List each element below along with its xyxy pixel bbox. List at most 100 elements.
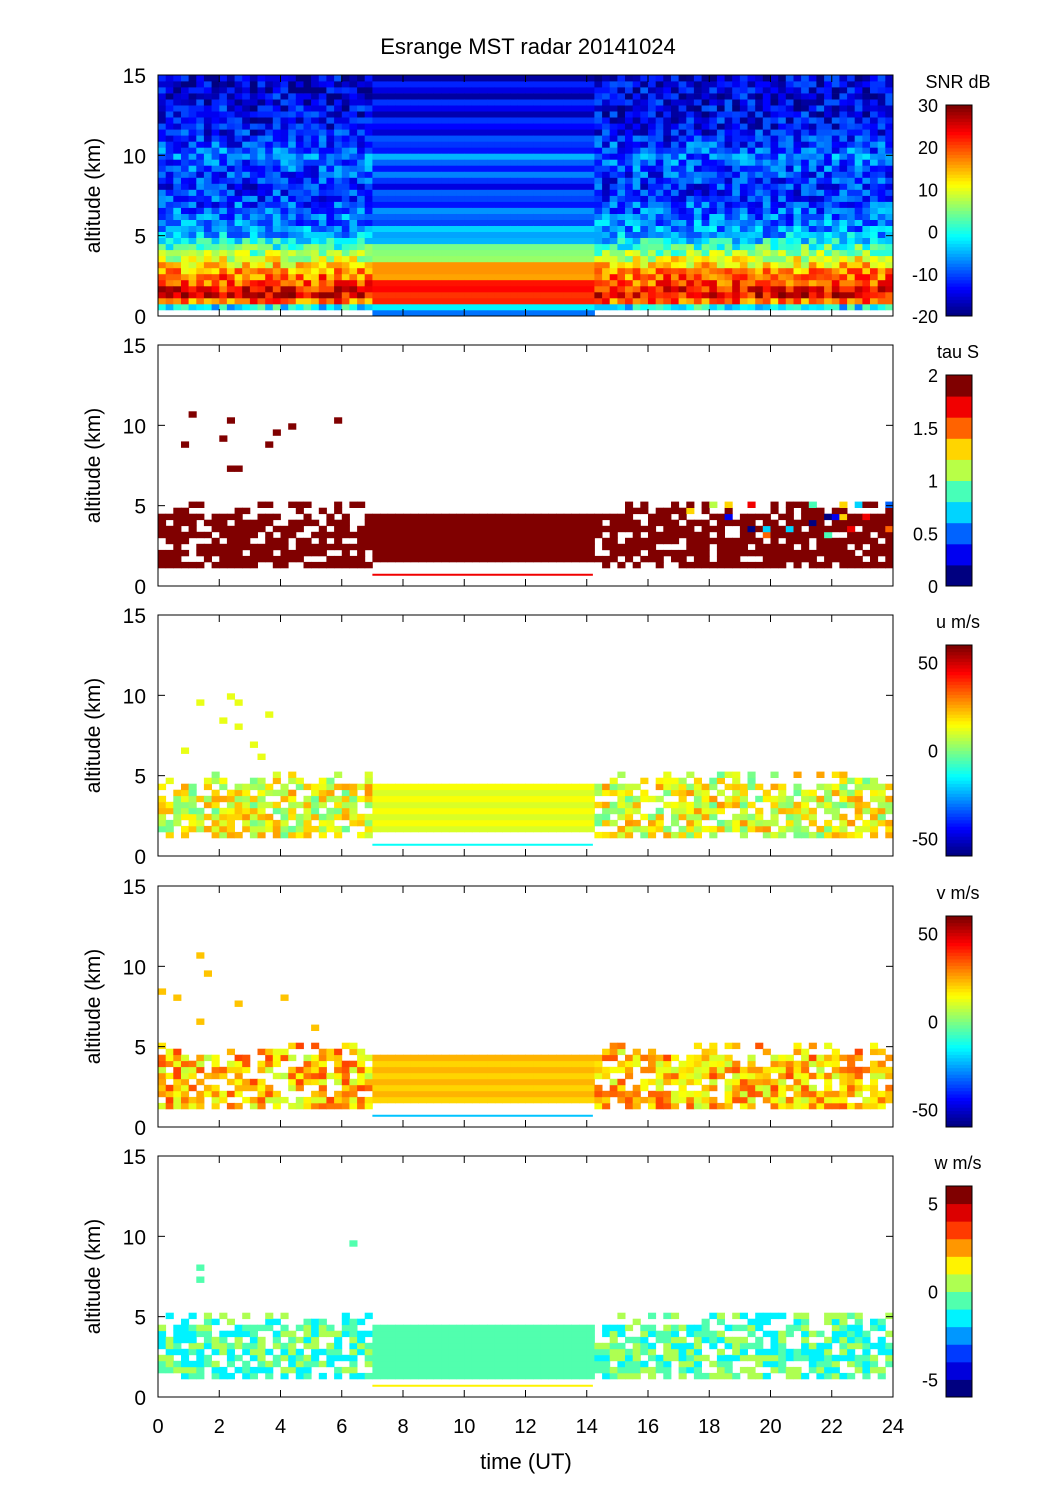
heatmap-cell bbox=[487, 171, 495, 177]
heatmap-cell bbox=[365, 214, 373, 220]
heatmap-cell bbox=[801, 544, 809, 550]
heatmap-cell bbox=[418, 208, 426, 214]
heatmap-cell bbox=[855, 147, 863, 153]
heatmap-cell bbox=[656, 532, 664, 538]
heatmap-cell bbox=[235, 214, 243, 220]
heatmap-cell bbox=[166, 220, 174, 226]
heatmap-cell bbox=[181, 814, 189, 820]
heatmap-cell bbox=[885, 526, 893, 532]
heatmap-cell bbox=[794, 520, 802, 526]
heatmap-cell bbox=[158, 177, 166, 183]
heatmap-cell bbox=[625, 123, 633, 129]
heatmap-cell bbox=[571, 298, 579, 304]
heatmap-cell bbox=[587, 550, 595, 556]
heatmap-cell bbox=[158, 562, 166, 568]
heatmap-cell bbox=[594, 183, 602, 189]
heatmap-cell bbox=[679, 526, 687, 532]
heatmap-cell bbox=[204, 256, 212, 262]
heatmap-cell bbox=[832, 556, 840, 562]
heatmap-cell bbox=[219, 826, 227, 832]
heatmap-cell bbox=[411, 538, 419, 544]
heatmap-cell bbox=[472, 514, 480, 520]
heatmap-cell bbox=[786, 244, 794, 250]
heatmap-cell bbox=[219, 526, 227, 532]
heatmap-cell bbox=[487, 556, 495, 562]
heatmap-cell bbox=[181, 190, 189, 196]
heatmap-cell bbox=[334, 214, 342, 220]
heatmap-cell bbox=[411, 177, 419, 183]
heatmap-cell bbox=[633, 544, 641, 550]
heatmap-cell bbox=[227, 556, 235, 562]
heatmap-cell bbox=[839, 292, 847, 298]
heatmap-cell bbox=[878, 280, 886, 286]
heatmap-cell bbox=[480, 177, 488, 183]
heatmap-cell bbox=[388, 268, 396, 274]
heatmap-cell bbox=[342, 202, 350, 208]
heatmap-cell bbox=[755, 286, 763, 292]
heatmap-cell bbox=[679, 141, 687, 147]
heatmap-cell bbox=[725, 153, 733, 159]
heatmap-cell bbox=[801, 538, 809, 544]
heatmap-cell bbox=[441, 147, 449, 153]
heatmap-cell bbox=[671, 165, 679, 171]
heatmap-cell bbox=[556, 232, 564, 238]
heatmap-cell bbox=[832, 286, 840, 292]
heatmap-cell bbox=[342, 99, 350, 105]
heatmap-cell bbox=[250, 244, 258, 250]
heatmap-cell bbox=[204, 238, 212, 244]
heatmap-cell bbox=[541, 538, 549, 544]
heatmap-cell bbox=[625, 141, 633, 147]
heatmap-cell bbox=[556, 196, 564, 202]
heatmap-cell bbox=[503, 532, 511, 538]
heatmap-cell bbox=[495, 153, 503, 159]
heatmap-cell bbox=[763, 105, 771, 111]
heatmap-cell bbox=[725, 280, 733, 286]
heatmap-cell bbox=[518, 214, 526, 220]
heatmap-cell bbox=[311, 105, 319, 111]
heatmap-cell bbox=[342, 105, 350, 111]
heatmap-cell bbox=[380, 87, 388, 93]
heatmap-cell bbox=[709, 274, 717, 280]
heatmap-cell bbox=[219, 814, 227, 820]
heatmap-cell bbox=[418, 117, 426, 123]
heatmap-cell bbox=[679, 111, 687, 117]
heatmap-cell bbox=[816, 117, 824, 123]
heatmap-cell bbox=[334, 538, 342, 544]
heatmap-cell bbox=[334, 796, 342, 802]
heatmap-cell bbox=[357, 141, 365, 147]
heatmap-cell bbox=[296, 232, 304, 238]
heatmap-cell bbox=[709, 135, 717, 141]
heatmap-cell bbox=[862, 220, 870, 226]
heatmap-cell bbox=[625, 286, 633, 292]
heatmap-cell bbox=[196, 256, 204, 262]
heatmap-cell bbox=[771, 129, 779, 135]
heatmap-cell bbox=[342, 304, 350, 310]
heatmap-cell bbox=[265, 214, 273, 220]
heatmap-cell bbox=[288, 214, 296, 220]
heatmap-cell bbox=[725, 232, 733, 238]
heatmap-cell bbox=[587, 202, 595, 208]
heatmap-cell bbox=[441, 220, 449, 226]
heatmap-cell bbox=[418, 99, 426, 105]
heatmap-cell bbox=[564, 280, 572, 286]
heatmap-cell bbox=[594, 135, 602, 141]
heatmap-cell bbox=[663, 202, 671, 208]
heatmap-cell bbox=[449, 226, 457, 232]
heatmap-cell bbox=[273, 196, 281, 202]
heatmap-cell bbox=[403, 544, 411, 550]
heatmap-cell bbox=[457, 550, 465, 556]
heatmap-cell bbox=[242, 790, 250, 796]
heatmap-cell bbox=[480, 208, 488, 214]
heatmap-cell bbox=[158, 141, 166, 147]
y-tick-label: 0 bbox=[134, 576, 146, 599]
heatmap-cell bbox=[212, 171, 220, 177]
heatmap-cell bbox=[855, 280, 863, 286]
heatmap-cell bbox=[732, 520, 740, 526]
heatmap-cell bbox=[166, 532, 174, 538]
heatmap-cell bbox=[319, 135, 327, 141]
heatmap-cell bbox=[273, 75, 281, 81]
heatmap-cell bbox=[480, 550, 488, 556]
heatmap-cell bbox=[464, 147, 472, 153]
heatmap-cell bbox=[503, 123, 511, 129]
heatmap-cell bbox=[564, 304, 572, 310]
